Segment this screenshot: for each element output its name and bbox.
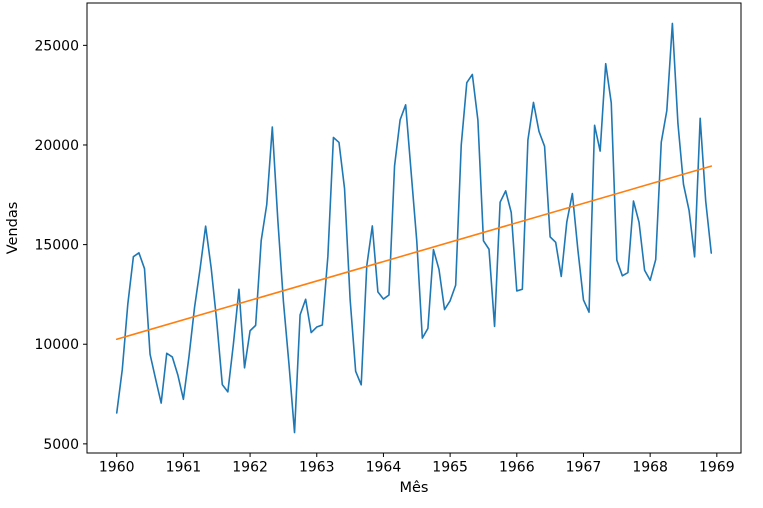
x-tick-label: 1965 — [432, 460, 468, 476]
x-tick-label: 1962 — [232, 460, 268, 476]
y-tick-label: 10000 — [34, 337, 79, 353]
series-line-linha-de-tendencia — [115, 165, 713, 341]
x-axis-ticks: 1960 1961 1962 1963 1964 1965 1966 1967 1968 1969 — [99, 453, 735, 476]
y-axis-ticks: 5000 10000 15000 20000 25000 — [34, 38, 87, 453]
x-tick-label: 1966 — [499, 460, 535, 476]
y-tick-label: 5000 — [43, 437, 79, 453]
y-tick-label: 15000 — [34, 238, 79, 254]
x-tick-label: 1960 — [99, 460, 135, 476]
x-tick-label: 1964 — [366, 460, 402, 476]
plot-border — [86, 2, 742, 454]
y-tick-label: 20000 — [34, 138, 79, 154]
y-tick-label: 25000 — [34, 38, 79, 54]
x-tick-label: 1967 — [566, 460, 602, 476]
y-axis-label: Vendas — [5, 202, 21, 255]
series-line-vendas-mensais — [115, 22, 713, 434]
x-tick-label: 1961 — [166, 460, 202, 476]
x-tick-label: 1968 — [632, 460, 668, 476]
x-tick-label: 1963 — [299, 460, 335, 476]
x-axis-label: Mês — [400, 480, 429, 496]
x-tick-label: 1969 — [699, 460, 735, 476]
chart-series — [115, 22, 713, 434]
